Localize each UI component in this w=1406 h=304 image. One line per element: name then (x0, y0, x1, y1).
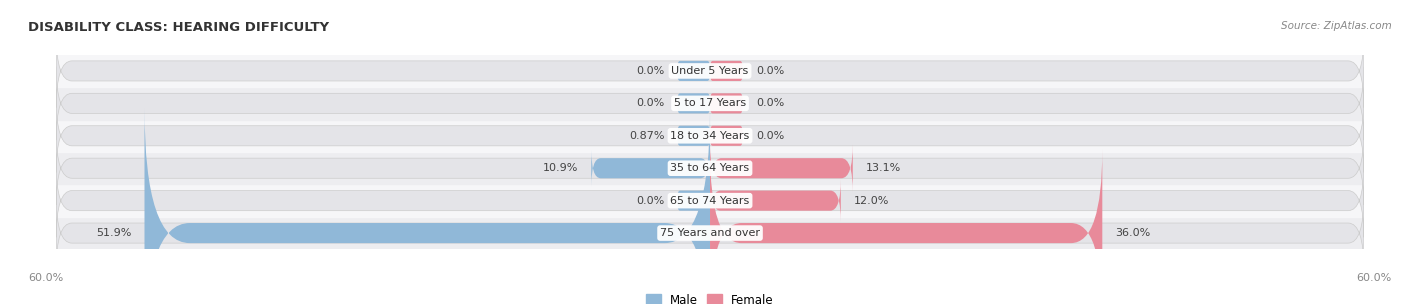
FancyBboxPatch shape (710, 93, 742, 113)
FancyBboxPatch shape (710, 126, 742, 146)
FancyBboxPatch shape (56, 164, 1364, 237)
Legend: Male, Female: Male, Female (641, 289, 779, 304)
FancyBboxPatch shape (145, 109, 710, 304)
Text: 0.0%: 0.0% (636, 196, 664, 206)
Text: 0.87%: 0.87% (628, 131, 664, 141)
Text: 60.0%: 60.0% (28, 273, 63, 283)
Bar (56, 152, 1364, 185)
Text: 13.1%: 13.1% (866, 163, 901, 173)
Text: 60.0%: 60.0% (1357, 273, 1392, 283)
FancyBboxPatch shape (678, 61, 710, 81)
Text: 0.0%: 0.0% (636, 98, 664, 108)
Bar (56, 217, 1364, 249)
Bar (56, 55, 1364, 87)
Text: 0.0%: 0.0% (636, 66, 664, 76)
Text: 12.0%: 12.0% (853, 196, 889, 206)
Text: 51.9%: 51.9% (96, 228, 131, 238)
FancyBboxPatch shape (678, 191, 710, 211)
FancyBboxPatch shape (710, 61, 742, 81)
Text: 65 to 74 Years: 65 to 74 Years (671, 196, 749, 206)
FancyBboxPatch shape (56, 99, 1364, 172)
Text: Source: ZipAtlas.com: Source: ZipAtlas.com (1281, 21, 1392, 31)
Text: 0.0%: 0.0% (756, 98, 785, 108)
Text: 5 to 17 Years: 5 to 17 Years (673, 98, 747, 108)
Text: 0.0%: 0.0% (756, 131, 785, 141)
Text: 0.0%: 0.0% (756, 66, 785, 76)
Bar (56, 87, 1364, 119)
Text: 36.0%: 36.0% (1115, 228, 1150, 238)
FancyBboxPatch shape (56, 67, 1364, 140)
Text: DISABILITY CLASS: HEARING DIFFICULTY: DISABILITY CLASS: HEARING DIFFICULTY (28, 21, 329, 34)
FancyBboxPatch shape (710, 150, 1102, 304)
FancyBboxPatch shape (710, 180, 841, 222)
Text: 75 Years and over: 75 Years and over (659, 228, 761, 238)
FancyBboxPatch shape (56, 34, 1364, 108)
FancyBboxPatch shape (56, 132, 1364, 205)
Bar (56, 185, 1364, 217)
Bar (56, 119, 1364, 152)
FancyBboxPatch shape (678, 126, 710, 146)
Text: Under 5 Years: Under 5 Years (672, 66, 748, 76)
Text: 35 to 64 Years: 35 to 64 Years (671, 163, 749, 173)
Text: 10.9%: 10.9% (543, 163, 578, 173)
FancyBboxPatch shape (710, 144, 853, 192)
FancyBboxPatch shape (592, 150, 710, 186)
Text: 18 to 34 Years: 18 to 34 Years (671, 131, 749, 141)
FancyBboxPatch shape (678, 93, 710, 113)
FancyBboxPatch shape (56, 196, 1364, 270)
